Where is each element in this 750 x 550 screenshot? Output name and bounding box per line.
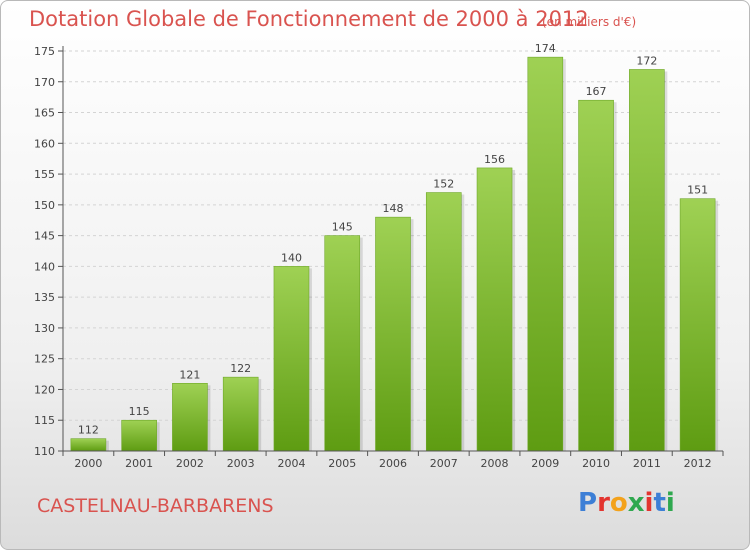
bar-2002: [172, 383, 208, 452]
y-tick-label-115: 115: [34, 414, 55, 427]
bar-2010: [578, 99, 614, 452]
y-tick-label-140: 140: [34, 260, 55, 273]
x-tick-label-2000: 2000: [74, 457, 102, 470]
bar-2012: [679, 198, 716, 452]
logo-letter-r: r: [597, 488, 610, 518]
bar-2005: [324, 235, 361, 452]
data-label-2001: 115: [129, 405, 150, 418]
data-label-2000: 112: [78, 424, 99, 437]
logo-letter-i: i: [644, 488, 654, 518]
bar-2000: [70, 438, 107, 452]
x-tick-label-2004: 2004: [277, 457, 305, 470]
y-tick-label-170: 170: [34, 76, 55, 89]
data-label-2012: 151: [687, 184, 708, 197]
logo-letter-x: x: [627, 488, 645, 518]
bar-2003: [222, 376, 259, 452]
bar-2009: [527, 56, 564, 452]
x-tick-label-2011: 2011: [633, 457, 661, 470]
data-label-2011: 172: [636, 54, 657, 67]
logo-letter-o: o: [609, 488, 628, 518]
x-tick-label-2010: 2010: [582, 457, 610, 470]
bar-2007: [425, 192, 462, 452]
chart-unit: (en milliers d'€): [542, 15, 637, 29]
data-label-2010: 167: [586, 85, 607, 98]
x-tick-label-2003: 2003: [227, 457, 255, 470]
x-tick-label-2001: 2001: [125, 457, 153, 470]
x-tick-label-2012: 2012: [684, 457, 712, 470]
y-tick-label-135: 135: [34, 291, 55, 304]
bar-2008: [476, 167, 513, 452]
x-tick-label-2005: 2005: [328, 457, 356, 470]
y-tick-label-175: 175: [34, 45, 55, 58]
x-tick-label-2008: 2008: [481, 457, 509, 470]
y-tick-label-160: 160: [34, 137, 55, 150]
axes: [62, 46, 723, 452]
data-label-2002: 121: [179, 368, 200, 381]
x-tick-label-2002: 2002: [176, 457, 204, 470]
x-tick-label-2009: 2009: [531, 457, 559, 470]
y-tick-label-120: 120: [34, 383, 55, 396]
bar-2006: [375, 216, 411, 452]
y-tick-label-130: 130: [34, 322, 55, 335]
data-label-2004: 140: [281, 251, 302, 264]
commune-name: CASTELNAU-BARBARENS: [37, 495, 274, 517]
y-tick-label-165: 165: [34, 107, 55, 120]
data-label-2008: 156: [484, 153, 505, 166]
y-tick-label-155: 155: [34, 168, 55, 181]
data-label-2007: 152: [433, 178, 454, 191]
data-label-2006: 148: [383, 202, 404, 215]
y-tick-label-110: 110: [34, 445, 55, 458]
bar-2001: [121, 419, 157, 452]
logo-letter-p: P: [578, 488, 598, 518]
data-label-2003: 122: [230, 362, 251, 375]
y-tick-label-145: 145: [34, 230, 55, 243]
chart-title: Dotation Globale de Fonctionnement de 20…: [29, 7, 589, 31]
data-label-2005: 145: [332, 221, 353, 234]
y-axis-ticks: 110 115 120 125 130 135 140 145 150 155 160 165 170 1…: [34, 45, 63, 458]
bars: [70, 56, 719, 452]
y-tick-label-150: 150: [34, 199, 55, 212]
x-axis-ticks: 2000 2001 2002 2003 2004 2005 2006 2007 2008 2009…: [62, 451, 724, 470]
logo-letter-t: t: [653, 488, 666, 518]
x-tick-label-2007: 2007: [430, 457, 458, 470]
bar-2011: [629, 69, 665, 452]
bar-2004: [273, 266, 310, 452]
proxiti-logo: Proxiti: [578, 488, 675, 518]
data-labels: 112 115 121 122 140 145 148 152 156 174 167 172 151: [78, 42, 708, 437]
logo-letter-i-2: i: [665, 488, 675, 518]
data-label-2009: 174: [535, 42, 556, 55]
y-tick-label-125: 125: [34, 353, 55, 366]
x-tick-label-2006: 2006: [379, 457, 407, 470]
